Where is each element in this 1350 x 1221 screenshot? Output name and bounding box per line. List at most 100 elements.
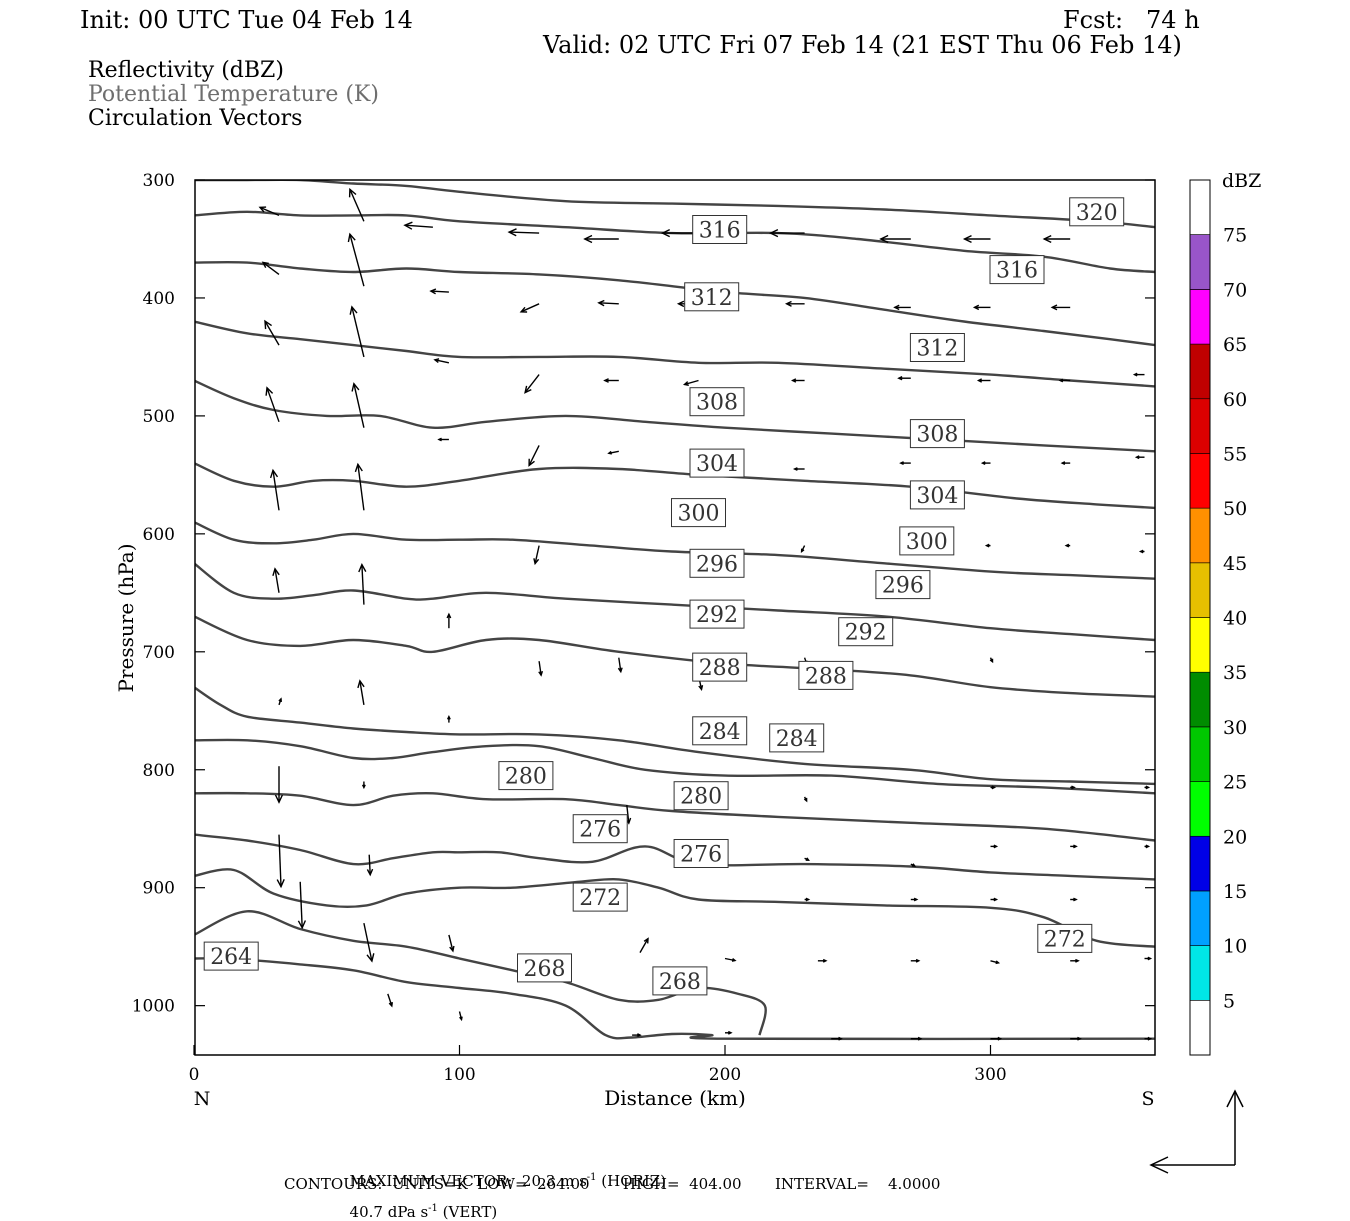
circulation-vector	[792, 467, 805, 471]
circulation-vector	[1144, 844, 1151, 849]
contour-label: 320	[1069, 197, 1125, 227]
contour-label: 288	[798, 660, 854, 690]
svg-text:264: 264	[210, 945, 252, 970]
circulation-vector	[363, 922, 375, 963]
circulation-vector	[448, 934, 455, 953]
circulation-vector	[258, 206, 280, 217]
reference-vector	[1149, 1089, 1244, 1174]
circulation-vector	[632, 1033, 642, 1038]
svg-text:316: 316	[699, 219, 741, 244]
circulation-vector	[990, 897, 999, 902]
colorbar-label: 75	[1223, 225, 1247, 247]
svg-text:320: 320	[1076, 201, 1118, 226]
colorbar-label: 70	[1223, 279, 1247, 301]
circulation-vector	[1070, 897, 1078, 902]
contour-label: 304	[689, 448, 745, 478]
theta-contour-304	[195, 462, 1155, 510]
colorbar-label: 5	[1223, 990, 1235, 1012]
circulation-vector	[446, 714, 451, 723]
colorbar-bin	[1189, 726, 1211, 782]
circulation-vector	[682, 379, 699, 386]
contour-label-layer: 316 320 316 312 312 308 308 304 304 300 300 296 296 2…	[203, 197, 1125, 996]
contour-label: 304	[909, 480, 965, 510]
contour-label: 292	[689, 599, 745, 629]
svg-text:312: 312	[691, 286, 733, 311]
contour-label: 308	[909, 419, 965, 449]
circulation-vector	[784, 300, 805, 307]
circulation-vector	[1144, 1036, 1153, 1041]
circulation-vector	[790, 378, 805, 383]
contour-label: 284	[692, 716, 748, 746]
circulation-vector	[990, 844, 999, 849]
contour-label: 312	[684, 282, 740, 312]
contour-label: 296	[689, 548, 745, 578]
valid-time: Valid: 02 UTC Fri 07 Feb 14 (21 EST Thu …	[543, 31, 1182, 59]
circulation-vector	[910, 1036, 923, 1041]
circulation-vector	[989, 657, 994, 664]
circulation-vector	[347, 232, 365, 287]
y-tick-label: 300	[143, 171, 175, 191]
theta-contour-324	[195, 180, 1155, 229]
circulation-vector	[446, 612, 452, 629]
theta-contour-300	[195, 521, 1155, 580]
colorbar-bin	[1189, 289, 1211, 345]
contour-label: 272	[572, 882, 628, 912]
circulation-vector	[893, 304, 911, 311]
circulation-vector	[972, 304, 991, 311]
colorbar-label: 60	[1223, 389, 1247, 411]
contour-label: 300	[899, 526, 955, 556]
circulation-vector	[1070, 1036, 1082, 1041]
theta-contour-288	[195, 686, 1155, 786]
circulation-vector	[1060, 461, 1071, 466]
axis-layer: 300 400 500 600 700 800 900 1000 0 100 200 300	[132, 171, 1155, 1085]
circulation-vector	[607, 450, 619, 455]
circulation-vector	[528, 445, 540, 467]
colorbar-title: dBZ	[1222, 170, 1261, 192]
y-tick-label: 700	[143, 643, 175, 663]
circulation-vector	[1050, 304, 1071, 311]
svg-text:272: 272	[579, 886, 621, 911]
contour-label: 280	[673, 781, 729, 811]
circulation-vector	[264, 319, 280, 346]
x-tick-label: 300	[974, 1065, 1006, 1085]
theta-contour-316	[195, 260, 1155, 347]
svg-text:288: 288	[699, 656, 741, 681]
svg-text:284: 284	[699, 720, 741, 745]
contour-label: 288	[692, 652, 748, 682]
circulation-vector	[817, 958, 828, 963]
x-tick-label: 100	[443, 1065, 475, 1085]
colorbar-label: 50	[1223, 498, 1247, 520]
svg-text:268: 268	[524, 957, 566, 982]
max-vector-line: MAXIMUM VECTOR: 20.3 m s-1 (HORIZ) 40.7 …	[340, 1158, 666, 1220]
y-tick-label: 500	[143, 407, 175, 427]
circulation-vector	[583, 234, 619, 244]
circulation-vector	[1144, 956, 1153, 961]
circulation-vector	[910, 863, 917, 867]
contour-label: 292	[838, 617, 894, 647]
contour-label: 280	[498, 761, 554, 791]
circulation-vector	[803, 796, 808, 803]
circulation-vector	[507, 228, 540, 237]
colorbar-label: 45	[1223, 553, 1247, 575]
contour-layer	[195, 180, 1155, 1041]
contour-label: 312	[909, 333, 965, 362]
colorbar-label: 65	[1223, 334, 1247, 356]
svg-text:308: 308	[696, 391, 738, 416]
y-tick-label: 600	[143, 525, 175, 545]
circulation-vector	[357, 679, 365, 706]
colorbar-label: 10	[1223, 936, 1247, 958]
circulation-vector	[910, 897, 919, 902]
theta-contour-280	[195, 791, 1155, 842]
circulation-vector	[278, 697, 282, 706]
circulation-vector	[724, 957, 737, 962]
theta-contour-292	[195, 615, 1155, 698]
circulation-vector	[433, 358, 450, 364]
circulation-vector	[990, 785, 997, 790]
x-end-label-north: N	[194, 1088, 211, 1110]
colorbar-bin	[1189, 453, 1211, 509]
circulation-vector	[519, 303, 540, 313]
circulation-vector	[524, 374, 540, 394]
circulation-vector	[354, 462, 365, 511]
circulation-vector	[533, 545, 540, 566]
contour-label: 300	[671, 498, 726, 528]
